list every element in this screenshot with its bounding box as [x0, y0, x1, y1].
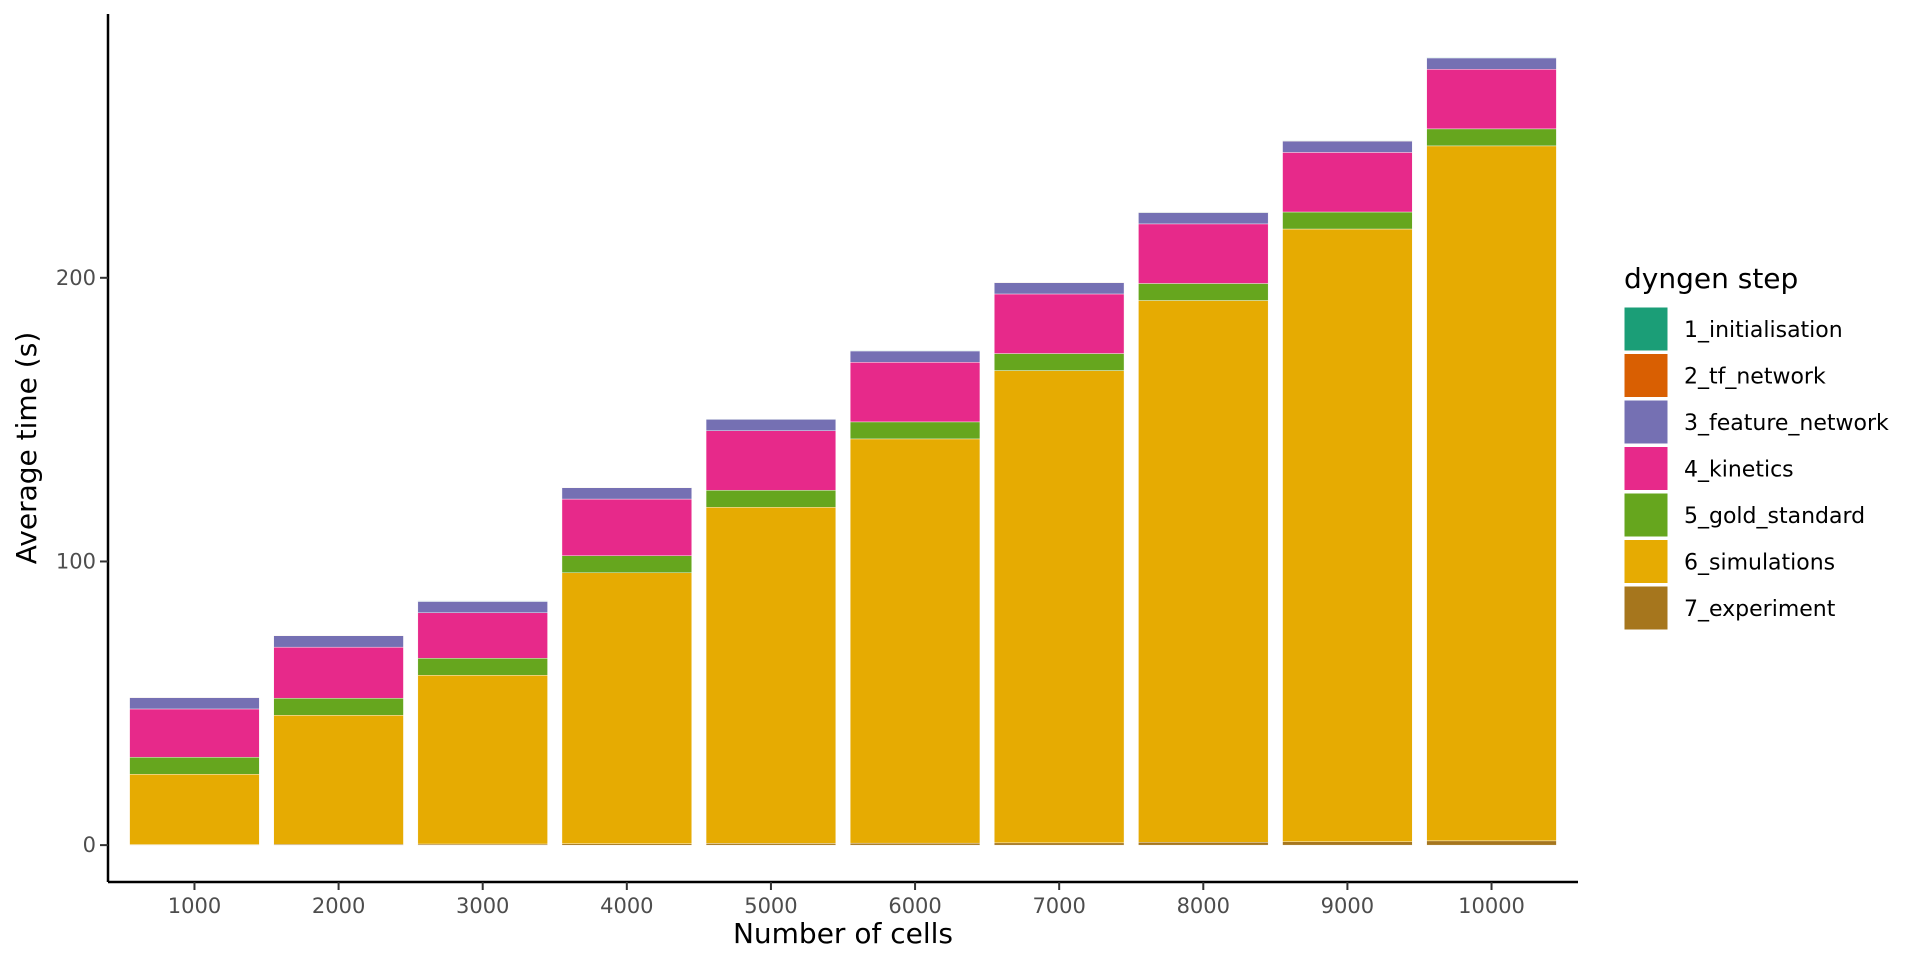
bar-6-simulations-2000: [273, 715, 404, 845]
y-axis-ticks: 0 100 200: [56, 266, 108, 857]
x-tick-label-2000: 2000: [312, 894, 365, 918]
bar-5-gold-standard-5000: [705, 490, 836, 508]
legend-items: 1_initialisation 2_tf_network 3_feature_ne…: [1623, 306, 1889, 631]
x-tick-label-10000: 10000: [1458, 894, 1525, 918]
bar-5-gold-standard-10000: [1426, 128, 1557, 147]
bar-6-simulations-8000: [1138, 300, 1269, 843]
bar-3-feature-network-2000: [273, 635, 404, 648]
x-tick-label-9000: 9000: [1321, 894, 1374, 918]
bar-4-kinetics-6000: [850, 362, 981, 423]
bar-5-gold-standard-4000: [561, 555, 692, 574]
x-tick-label-7000: 7000: [1032, 894, 1085, 918]
bar-5-gold-standard-6000: [850, 421, 981, 440]
bar-6-simulations-4000: [561, 572, 692, 844]
bar-7-experiment-5000: [705, 843, 836, 846]
legend-label-1-initialisation: 1_initialisation: [1684, 318, 1843, 343]
legend-label-2-tf-network: 2_tf_network: [1684, 365, 1826, 390]
legend-swatch-4-kinetics: [1623, 446, 1669, 491]
bar-3-feature-network-4000: [561, 487, 692, 500]
bar-6-simulations-6000: [850, 438, 981, 844]
bar-7-experiment-8000: [1138, 842, 1269, 846]
bar-4-kinetics-5000: [705, 430, 836, 491]
x-tick-label-8000: 8000: [1177, 894, 1230, 918]
bar-5-gold-standard-8000: [1138, 283, 1269, 301]
y-tick-label-0: 0: [83, 833, 96, 857]
legend-swatch-6-simulations: [1623, 539, 1669, 584]
y-axis-title: Average time (s): [10, 332, 43, 564]
bar-6-simulations-9000: [1282, 228, 1413, 842]
legend-label-5-gold-standard: 5_gold_standard: [1684, 504, 1865, 529]
bar-6-simulations-7000: [994, 370, 1125, 844]
bars-layer: [129, 57, 1557, 846]
x-axis-title: Number of cells: [733, 917, 953, 950]
bar-7-experiment-6000: [850, 842, 981, 846]
legend-swatch-5-gold-standard: [1623, 492, 1669, 538]
bar-5-gold-standard-9000: [1282, 211, 1413, 230]
x-tick-label-6000: 6000: [888, 894, 941, 918]
bar-3-feature-network-6000: [850, 350, 981, 363]
bar-5-gold-standard-7000: [994, 353, 1125, 371]
x-axis-ticks: 1000 2000 3000 4000 5000 6000 7000 8000 9000 1000…: [168, 882, 1525, 918]
legend-swatch-3-feature-network: [1623, 399, 1669, 445]
legend-swatch-2-tf-network: [1623, 353, 1669, 398]
x-tick-label-4000: 4000: [600, 894, 653, 918]
legend-label-7-experiment: 7_experiment: [1684, 597, 1836, 622]
legend-label-3-feature-network: 3_feature_network: [1684, 411, 1889, 436]
bar-6-simulations-10000: [1426, 145, 1557, 842]
x-tick-label-3000: 3000: [456, 894, 509, 918]
bar-4-kinetics-10000: [1426, 69, 1557, 130]
bar-4-kinetics-7000: [994, 293, 1125, 354]
bar-4-kinetics-4000: [561, 498, 692, 556]
legend-label-6-simulations: 6_simulations: [1684, 551, 1835, 576]
bar-4-kinetics-8000: [1138, 223, 1269, 284]
bar-4-kinetics-3000: [417, 612, 548, 659]
bar-5-gold-standard-3000: [417, 657, 548, 676]
x-tick-label-1000: 1000: [168, 894, 221, 918]
bar-4-kinetics-2000: [273, 646, 404, 699]
bar-7-experiment-7000: [994, 842, 1125, 846]
legend: dyngen step 1_initialisation 2_tf_network…: [1623, 262, 1889, 631]
bar-4-kinetics-1000: [129, 708, 260, 758]
x-tick-label-5000: 5000: [744, 894, 797, 918]
bar-6-simulations-3000: [417, 675, 548, 845]
legend-swatch-1-initialisation: [1623, 306, 1669, 352]
bar-5-gold-standard-1000: [129, 756, 260, 775]
bar-3-feature-network-7000: [994, 282, 1125, 295]
y-tick-label-200: 200: [56, 266, 96, 290]
bar-7-experiment-4000: [561, 843, 692, 846]
bar-7-experiment-9000: [1282, 841, 1413, 846]
bar-3-feature-network-9000: [1282, 140, 1413, 153]
bar-3-feature-network-3000: [417, 601, 548, 614]
bar-5-gold-standard-2000: [273, 697, 404, 716]
bar-4-kinetics-9000: [1282, 152, 1413, 213]
bar-6-simulations-1000: [129, 774, 260, 845]
legend-swatch-7-experiment: [1623, 585, 1669, 631]
bar-3-feature-network-8000: [1138, 212, 1269, 225]
bar-7-experiment-10000: [1426, 840, 1557, 846]
legend-label-4-kinetics: 4_kinetics: [1684, 458, 1794, 483]
legend-title: dyngen step: [1624, 262, 1798, 295]
bar-3-feature-network-5000: [705, 419, 836, 431]
y-tick-label-100: 100: [56, 549, 96, 573]
bar-6-simulations-5000: [705, 507, 836, 844]
bar-3-feature-network-10000: [1426, 57, 1557, 70]
bar-3-feature-network-1000: [129, 697, 260, 710]
